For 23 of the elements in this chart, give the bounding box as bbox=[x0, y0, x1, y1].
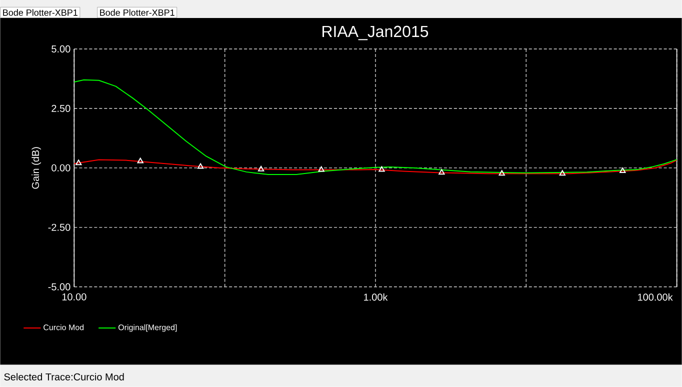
text: Bode Plotter-XBP1 bbox=[3, 9, 78, 16]
text: Bode Plotter-XBP1 bbox=[100, 9, 174, 16]
text: Selected Trace:Curcio Mod bbox=[4, 373, 124, 381]
y-tick-label: -2.50 bbox=[48, 224, 70, 231]
point bbox=[438, 169, 445, 175]
x-tick-label: 100.00k bbox=[638, 293, 673, 301]
point bbox=[498, 170, 505, 176]
y-axis-title: Gain (dB) bbox=[32, 147, 41, 189]
y-tick-label: 2.50 bbox=[52, 105, 70, 112]
point bbox=[258, 166, 264, 172]
chart-title: RIAA_Jan2015 bbox=[322, 26, 428, 40]
point bbox=[378, 166, 385, 172]
point bbox=[318, 166, 324, 172]
y-tick-label: 5.00 bbox=[52, 46, 70, 53]
point bbox=[197, 163, 204, 169]
point bbox=[137, 158, 144, 164]
x-tick-label: 10.00 bbox=[62, 293, 86, 301]
point bbox=[620, 168, 626, 174]
y-tick-label: -5.00 bbox=[48, 283, 70, 290]
y-tick-label: 0.00 bbox=[52, 164, 70, 172]
point bbox=[559, 170, 566, 176]
point bbox=[75, 160, 82, 166]
x-tick-label: 1.00k bbox=[364, 293, 388, 301]
